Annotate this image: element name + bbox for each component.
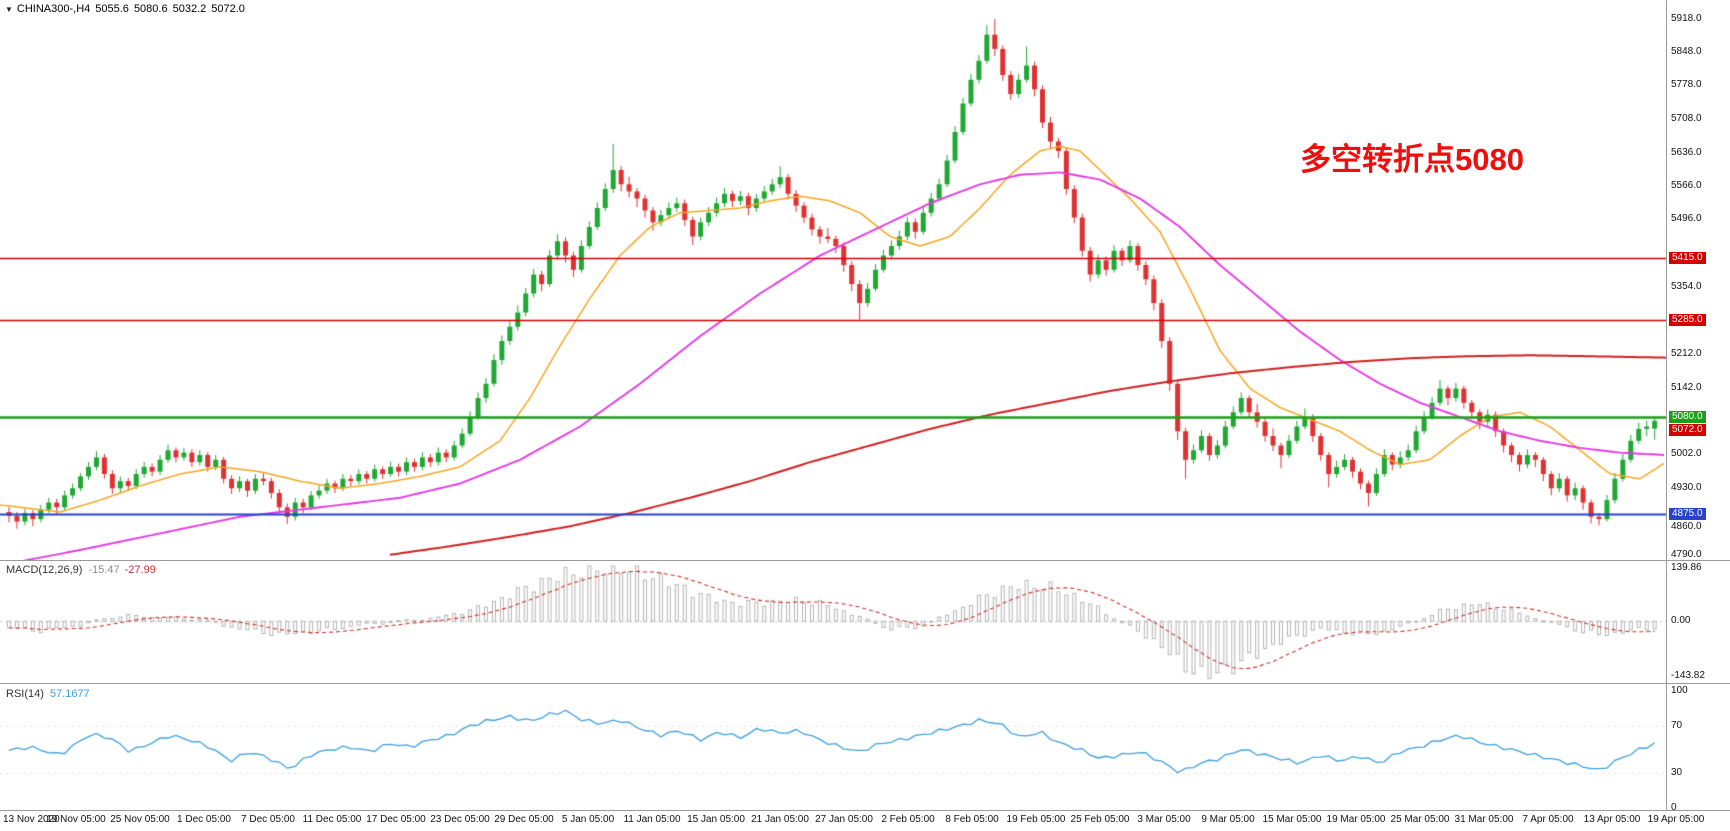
rsi-panel-canvas[interactable] <box>0 684 1666 810</box>
axis-border <box>1666 0 1667 810</box>
time-tick-label: 15 Jan 05:00 <box>687 814 745 825</box>
readout-high: 5080.6 <box>133 3 168 15</box>
price-tick: 5212.0 <box>1671 348 1702 360</box>
price-tick: 5142.0 <box>1671 381 1702 393</box>
time-tick-label: 19 Mar 05:00 <box>1326 814 1386 825</box>
time-tick-label: 15 Mar 05:00 <box>1262 814 1322 825</box>
time-tick-label: 19 Feb 05:00 <box>1006 814 1066 825</box>
price-tick: 5496.0 <box>1671 213 1702 225</box>
price-tick: 5354.0 <box>1671 280 1702 292</box>
time-tick-label: 31 Mar 05:00 <box>1454 814 1514 825</box>
time-tick-label: 7 Dec 05:00 <box>241 814 295 825</box>
readout-open: 5055.6 <box>95 3 129 15</box>
readout-close: 5072.0 <box>211 3 245 15</box>
price-tick: 5002.0 <box>1671 448 1702 460</box>
panel-resize-handle[interactable] <box>0 683 1730 684</box>
price-badge-4875.0: 4875.0 <box>1669 508 1706 521</box>
readout-low: 5032.2 <box>172 3 207 15</box>
rsi-value: 57.1677 <box>49 688 90 700</box>
time-tick-label: 11 Jan 05:00 <box>623 814 681 825</box>
macd-tick: -143.82 <box>1671 670 1705 682</box>
time-axis[interactable]: 13 Nov 2020 19 Nov 05:00 25 Nov 05:00 1 Dec… <box>0 811 1730 831</box>
rsi-axis[interactable]: 100 70 30 0 <box>1667 684 1730 813</box>
rsi-tick: 100 <box>1671 685 1688 696</box>
time-tick-label: 29 Dec 05:00 <box>494 814 554 825</box>
panel-resize-handle[interactable] <box>0 560 1730 561</box>
macd-axis[interactable]: 139.86 0.00 -143.82 <box>1667 561 1730 683</box>
time-tick-label: 11 Dec 05:00 <box>302 814 362 825</box>
rsi-indicator-label: RSI(14) 57.1677 <box>6 688 90 700</box>
rsi-tick: 0 <box>1671 801 1677 813</box>
time-tick-label: 27 Jan 05:00 <box>815 814 873 825</box>
price-tick: 4790.0 <box>1671 548 1702 560</box>
symbol-readout: ▼ CHINA300-,H4 5055.6 5080.6 5032.2 5072.0 <box>5 3 250 15</box>
price-badge-5285.0: 5285.0 <box>1669 313 1706 326</box>
time-tick-label: 9 Mar 05:00 <box>1201 814 1255 825</box>
time-tick-label: 1 Dec 05:00 <box>177 814 231 825</box>
price-badge-5415.0: 5415.0 <box>1669 251 1706 264</box>
time-tick-label: 21 Jan 05:00 <box>751 814 809 825</box>
price-tick: 5636.0 <box>1671 146 1702 158</box>
time-tick-label: 25 Mar 05:00 <box>1390 814 1450 825</box>
macd-indicator-label: MACD(12,26,9) -15.47 -27.99 <box>6 564 156 576</box>
macd-panel-canvas[interactable] <box>0 561 1666 683</box>
time-tick-label: 23 Dec 05:00 <box>430 814 490 825</box>
price-tick: 4860.0 <box>1671 521 1702 533</box>
time-tick-label: 13 Nov 2020 <box>3 814 60 825</box>
price-badge-5080.0: 5080.0 <box>1669 411 1706 424</box>
price-tick: 5918.0 <box>1671 12 1702 24</box>
macd-tick: 139.86 <box>1671 561 1702 573</box>
panel-resize-handle[interactable] <box>0 810 1730 811</box>
main-chart-canvas[interactable] <box>0 0 1666 560</box>
time-tick-label: 8 Feb 05:00 <box>945 814 999 825</box>
time-tick-label: 3 Mar 05:00 <box>1137 814 1191 825</box>
rsi-tick: 30 <box>1671 766 1683 778</box>
rsi-tick: 70 <box>1671 720 1683 731</box>
price-badge-5072.0: 5072.0 <box>1669 424 1706 437</box>
time-tick-label: 19 Nov 05:00 <box>46 814 106 825</box>
time-tick-label: 25 Nov 05:00 <box>110 814 170 825</box>
price-tick: 5566.0 <box>1671 180 1702 192</box>
time-tick-label: 7 Apr 05:00 <box>1522 814 1574 825</box>
macd-tick: 0.00 <box>1671 615 1691 627</box>
rsi-name: RSI(14) <box>6 688 44 700</box>
macd-name: MACD(12,26,9) <box>6 564 83 576</box>
symbol-dropdown-icon[interactable]: ▼ <box>5 5 13 14</box>
price-tick: 5708.0 <box>1671 112 1702 124</box>
time-tick-label: 2 Feb 05:00 <box>881 814 935 825</box>
macd-value-signal: -27.99 <box>124 564 156 576</box>
time-tick-label: 19 Apr 05:00 <box>1647 814 1705 825</box>
annotation-text: 多空转折点5080 <box>1300 142 1524 177</box>
time-tick-label: 5 Jan 05:00 <box>561 814 615 825</box>
price-tick: 5848.0 <box>1671 46 1702 58</box>
time-tick-label: 13 Apr 05:00 <box>1583 814 1641 825</box>
time-tick-label: 17 Dec 05:00 <box>366 814 426 825</box>
macd-value-main: -15.47 <box>88 564 120 576</box>
price-tick: 5778.0 <box>1671 79 1702 91</box>
price-tick: 4930.0 <box>1671 482 1702 494</box>
symbol-label: CHINA300-,H4 <box>16 3 91 15</box>
price-axis[interactable]: 5918.0 5848.0 5778.0 5708.0 5636.0 5566.0 5496… <box>1667 0 1730 560</box>
time-tick-label: 25 Feb 05:00 <box>1070 814 1130 825</box>
